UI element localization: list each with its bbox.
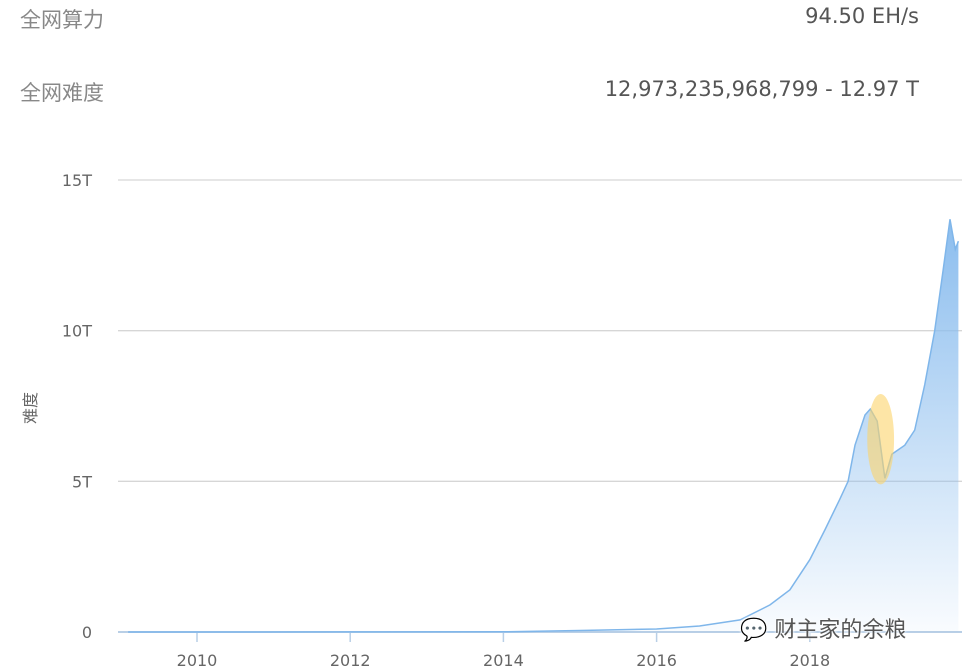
x-tick-label: 2014	[483, 651, 524, 670]
y-tick-label: 5T	[72, 472, 92, 491]
y-tick-label: 15T	[62, 171, 92, 190]
difficulty-value: 12,973,235,968,799 - 12.97 T	[604, 77, 919, 101]
watermark-text: 财主家的余粮	[774, 618, 907, 643]
hashrate-value: 94.50 EH/s	[805, 4, 919, 28]
x-tick-label: 2018	[789, 651, 830, 670]
difficulty-label: 全网难度	[20, 81, 104, 105]
hashrate-label: 全网算力	[20, 8, 104, 32]
x-tick-label: 2016	[636, 651, 677, 670]
x-tick-label: 2012	[330, 651, 371, 670]
difficulty-area	[128, 219, 959, 632]
y-tick-label: 0	[82, 623, 92, 642]
difficulty-stat: 全网难度 12,973,235,968,799 - 12.97 T	[20, 77, 919, 107]
highlight-ellipse	[867, 393, 895, 485]
difficulty-line	[128, 219, 960, 633]
x-tick-label: 2010	[177, 651, 218, 670]
y-tick-label: 10T	[62, 322, 92, 341]
watermark: 💬 财主家的余粮	[740, 612, 906, 644]
y-axis-label: 难度	[21, 392, 40, 424]
wechat-icon: 💬	[740, 618, 768, 643]
hashrate-stat: 全网算力 94.50 EH/s	[20, 4, 919, 34]
